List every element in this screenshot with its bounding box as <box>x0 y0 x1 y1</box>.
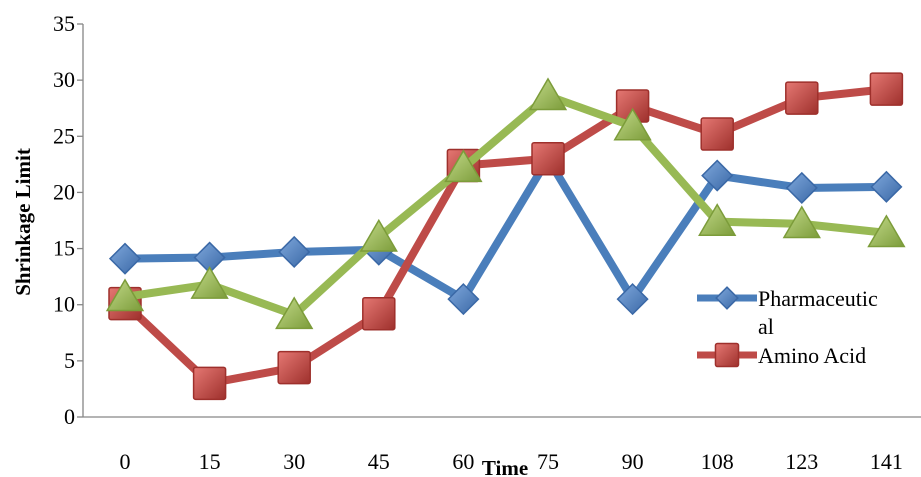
triangle-marker <box>613 107 652 141</box>
x-tick-label: 60 <box>452 449 474 474</box>
series-layer <box>105 72 906 401</box>
legend-label: Pharmaceutic <box>758 286 878 311</box>
x-axis-title: Time <box>482 456 528 477</box>
legend-square-marker <box>714 342 740 368</box>
x-tick-label: 0 <box>120 449 131 474</box>
diamond-marker <box>870 170 903 203</box>
square-marker <box>362 296 396 331</box>
triangle-marker <box>782 205 821 239</box>
x-tick-label: 141 <box>870 449 903 474</box>
square-marker <box>277 350 311 385</box>
y-tick-label: 5 <box>64 348 75 373</box>
triangle-marker <box>444 149 483 183</box>
square-marker <box>700 117 734 151</box>
triangle-marker <box>698 203 737 236</box>
diamond-marker <box>447 283 480 316</box>
axes: 0 5 10 15 20 25 30 35 0 15 30 45 60 75 90 108 123 141 <box>53 11 921 474</box>
diamond-marker <box>616 283 649 316</box>
y-tick-label: 25 <box>53 123 75 148</box>
triangle-marker <box>867 214 906 248</box>
y-tick-label: 15 <box>53 236 75 261</box>
triangle-marker <box>105 278 145 312</box>
square-marker <box>192 366 227 401</box>
legend-diamond-marker <box>715 286 739 310</box>
x-tick-label: 30 <box>283 449 305 474</box>
series-line <box>124 91 887 320</box>
x-tick-label: 75 <box>537 449 559 474</box>
series-line <box>124 150 887 307</box>
legend-entry: Pharmaceutic al <box>697 286 878 339</box>
diamond-marker <box>278 235 311 269</box>
y-tick-label: 20 <box>53 179 75 204</box>
square-marker <box>785 81 819 115</box>
y-tick-label: 10 <box>53 292 75 317</box>
x-tick-label: 45 <box>368 449 390 474</box>
series-line <box>122 85 887 388</box>
triangle-marker <box>190 266 229 299</box>
legend-label-wrap: al <box>758 314 774 339</box>
x-tick-label: 90 <box>622 449 644 474</box>
square-marker <box>531 141 565 176</box>
triangle-marker <box>528 77 568 111</box>
y-axis-title: Shrinkage Limit <box>11 148 35 296</box>
legend-label: Amino Acid <box>758 343 866 368</box>
legend: Pharmaceutic al Amino Acid <box>697 286 878 368</box>
x-tick-label: 123 <box>785 449 818 474</box>
y-tick-label: 35 <box>53 11 75 36</box>
series-3 <box>105 77 906 330</box>
x-tick-label: 108 <box>701 449 734 474</box>
diamond-marker <box>785 171 818 204</box>
y-tick-label: 30 <box>53 67 75 92</box>
x-tick-label: 15 <box>199 449 221 474</box>
y-tick-label: 0 <box>64 404 75 429</box>
square-marker <box>869 72 904 106</box>
triangle-marker <box>359 218 398 252</box>
diamond-marker <box>701 159 734 192</box>
triangle-marker <box>275 296 314 330</box>
legend-entry: Amino Acid <box>697 342 866 368</box>
diamond-marker <box>108 242 142 275</box>
